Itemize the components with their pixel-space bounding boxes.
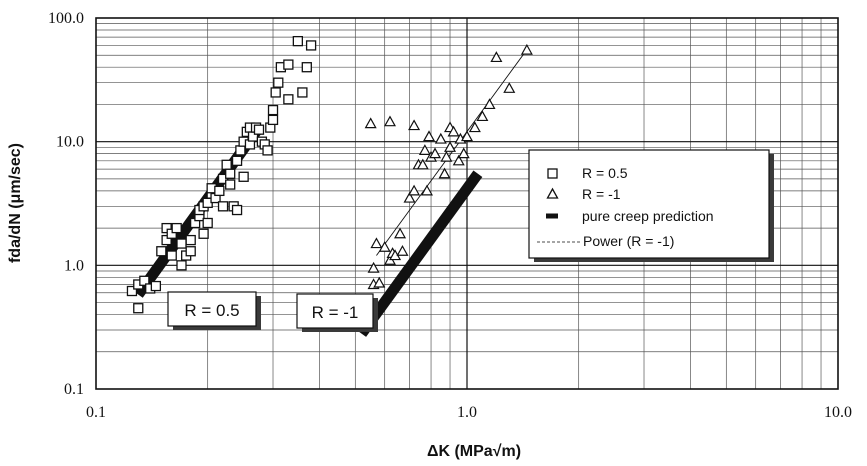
point-r05 xyxy=(231,204,243,216)
point-r-1 xyxy=(503,82,516,93)
point-r-1 xyxy=(420,184,433,196)
point-r-1 xyxy=(447,125,460,137)
point-r05 xyxy=(225,168,236,179)
point-r-1 xyxy=(440,150,453,162)
point-r-1 xyxy=(364,117,377,129)
point-r-1 xyxy=(468,121,481,133)
point-r05 xyxy=(166,250,177,261)
point-r05 xyxy=(267,114,279,126)
point-r05 xyxy=(297,87,308,98)
point-r05 xyxy=(217,201,229,212)
data-points xyxy=(126,35,533,314)
point-r-1 xyxy=(434,132,447,144)
annotation-r-1-label: R = -1 xyxy=(312,303,359,322)
point-r05 xyxy=(305,40,317,51)
x-tick-label: 0.1 xyxy=(86,404,106,421)
point-r-1 xyxy=(408,119,421,131)
y-tick-label: 100.0 xyxy=(48,10,84,27)
legend-label-power: Power (R = -1) xyxy=(583,233,674,249)
point-r05 xyxy=(262,145,273,156)
point-r-1 xyxy=(418,144,431,155)
y-tick-label: 10.0 xyxy=(56,134,84,151)
legend-label-r-1: R = -1 xyxy=(582,186,621,202)
point-r-1 xyxy=(490,51,503,63)
y-tick-label: 0.1 xyxy=(64,381,84,398)
legend-label-creep: pure creep prediction xyxy=(582,208,714,224)
point-r-1 xyxy=(444,141,457,152)
point-r-1 xyxy=(423,130,436,142)
x-axis-title: ΔK (MPa√m) xyxy=(427,443,521,460)
point-r-1 xyxy=(476,110,489,122)
y-tick-label: 1.0 xyxy=(64,257,84,274)
point-r-1 xyxy=(483,98,496,110)
point-r05 xyxy=(270,87,281,98)
legend-triangle-marker xyxy=(546,187,559,199)
point-r05 xyxy=(150,280,162,292)
annotation-r-1: R = -1 xyxy=(296,293,378,332)
plot-frame xyxy=(95,17,839,390)
legend-square-marker xyxy=(547,168,558,179)
annotation-r05: R = 0.5 xyxy=(167,291,261,330)
point-r05 xyxy=(198,228,209,239)
point-r05 xyxy=(235,145,246,156)
point-r-1 xyxy=(383,115,396,127)
point-r05 xyxy=(221,159,232,170)
point-r05 xyxy=(171,222,182,234)
point-r05 xyxy=(156,246,167,257)
point-r05 xyxy=(225,179,236,190)
point-r-1 xyxy=(403,191,416,203)
creep-prediction-line xyxy=(357,170,483,337)
point-r05 xyxy=(273,77,284,88)
point-r05 xyxy=(126,285,138,297)
point-r-1 xyxy=(378,241,391,252)
point-r05 xyxy=(202,217,213,229)
point-r-1 xyxy=(457,147,470,159)
point-r-1 xyxy=(460,130,474,142)
point-r-1 xyxy=(370,237,383,249)
point-r-1 xyxy=(396,245,409,256)
point-r05 xyxy=(253,124,265,135)
x-tick-label: 1.0 xyxy=(457,404,477,421)
annotation-r05-label: R = 0.5 xyxy=(184,301,239,320)
point-r05 xyxy=(214,185,225,197)
legend-label-r05: R = 0.5 xyxy=(582,165,628,181)
point-r-1 xyxy=(438,167,451,179)
point-r05 xyxy=(176,238,187,249)
point-r05 xyxy=(176,260,187,271)
point-r05 xyxy=(231,155,243,166)
point-r05 xyxy=(283,59,294,70)
point-r-1 xyxy=(367,261,380,273)
point-r05 xyxy=(292,35,303,47)
point-r05 xyxy=(185,246,196,257)
point-r-1 xyxy=(394,227,407,239)
point-r-1 xyxy=(452,154,465,166)
point-r05 xyxy=(301,62,312,73)
point-r-1 xyxy=(408,184,421,196)
point-r05 xyxy=(267,104,279,116)
point-r05 xyxy=(283,94,294,105)
tick-labels: 0.1 1.0 10.0 0.1 1.0 10.0 100.0 xyxy=(48,10,852,421)
point-r-1 xyxy=(429,147,442,159)
y-axis-title: fda/dN (μm/sec) xyxy=(7,143,24,263)
point-r05 xyxy=(238,171,249,182)
legend: R = 0.5 R = -1 pure creep prediction Pow… xyxy=(528,149,774,262)
point-r05 xyxy=(139,275,150,286)
point-r-1 xyxy=(520,43,533,55)
point-r05 xyxy=(133,303,144,314)
x-tick-label: 10.0 xyxy=(824,404,852,421)
point-r05 xyxy=(185,234,196,246)
point-r-1 xyxy=(416,158,429,170)
point-r-1 xyxy=(373,276,386,288)
